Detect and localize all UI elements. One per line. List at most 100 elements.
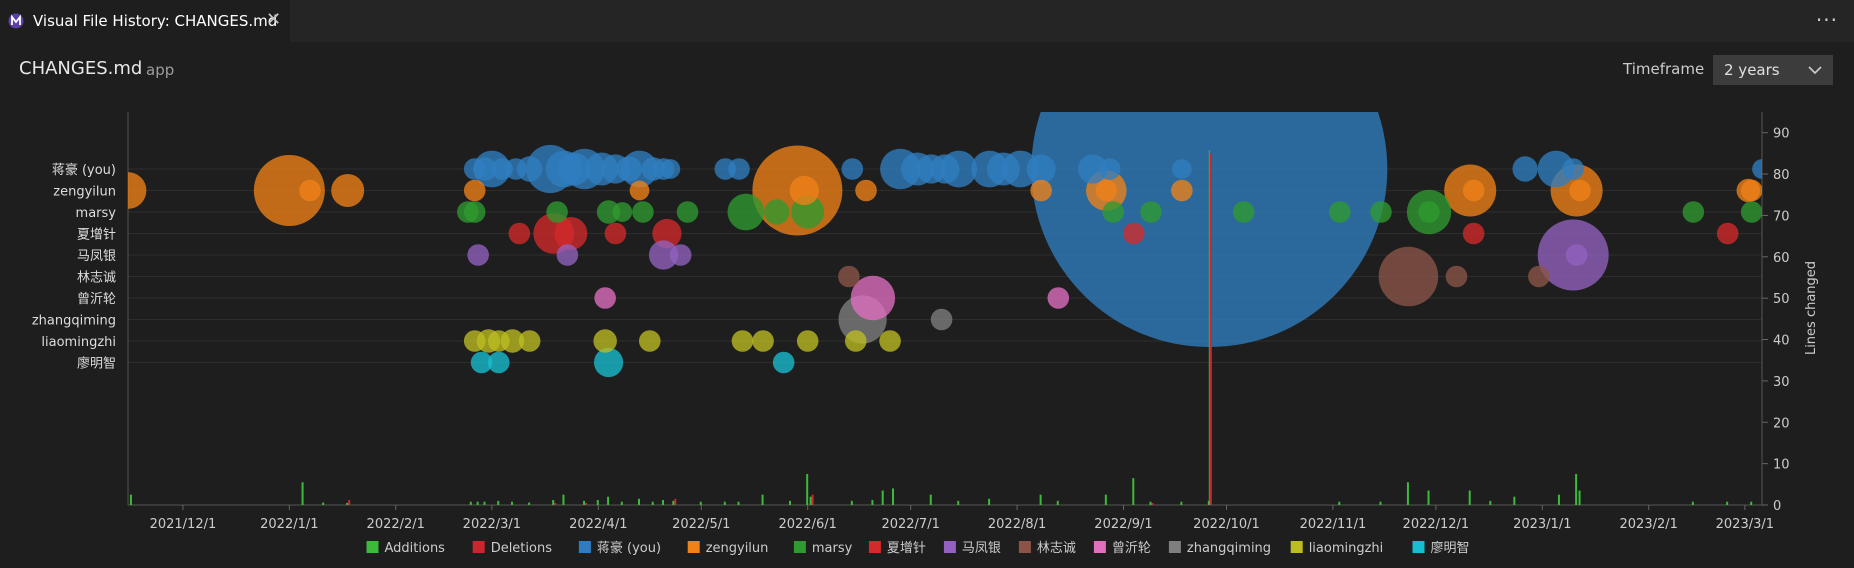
- legend-label: 蒋豪 (you): [597, 540, 661, 556]
- additions-bar: [346, 502, 349, 505]
- commit-bubble: [752, 330, 774, 352]
- additions-bar: [301, 482, 304, 505]
- legend-label: 曾沂轮: [1112, 541, 1151, 556]
- commit-bubble: [1370, 201, 1392, 223]
- additions-bar: [510, 501, 513, 505]
- deletions-bar: [1151, 502, 1154, 505]
- additions-bar: [809, 496, 812, 505]
- ellipsis-icon[interactable]: ···: [1815, 8, 1838, 32]
- x-tick-label: 2022/11/1: [1300, 517, 1367, 532]
- editor-tab[interactable]: Visual File History: CHANGES.md ✕: [0, 0, 290, 42]
- commit-bubble: [764, 199, 790, 225]
- legend-label: 廖明智: [1431, 540, 1470, 556]
- commit-bubble: [676, 201, 699, 223]
- commit-bubble: [616, 156, 642, 182]
- author-label: zengyilun: [53, 185, 116, 200]
- chevron-down-icon: [1808, 66, 1822, 75]
- commit-bubble: [986, 152, 1020, 186]
- commit-bubble: [612, 202, 633, 222]
- commit-bubble: [487, 330, 510, 352]
- commit-bubble: [554, 217, 588, 250]
- x-tick-label: 2022/10/1: [1193, 517, 1260, 532]
- x-tick-label: 2022/7/1: [881, 517, 939, 532]
- commit-bubble: [1078, 154, 1108, 184]
- deletions-bar: [554, 502, 557, 505]
- commit-bubble: [1537, 150, 1575, 188]
- y-axis-label: Lines changed: [1804, 261, 1819, 355]
- commit-bubble: [930, 154, 960, 184]
- commit-bubble: [930, 308, 953, 331]
- additions-bar: [806, 473, 809, 505]
- commit-bubble: [850, 275, 896, 321]
- additions-bar: [1056, 500, 1059, 505]
- author-label: 林志诚: [77, 271, 116, 286]
- y-tick-label: 0: [1773, 499, 1781, 514]
- additions-bar: [620, 501, 623, 505]
- additions-bar: [957, 500, 960, 505]
- chart-legend: Additions Deletions 蒋豪 (you) zengyilun marsy…: [366, 540, 1470, 556]
- timeframe-select[interactable]: 2 years: [1713, 55, 1833, 85]
- y-tick-label: 80: [1773, 168, 1790, 183]
- additions-bar: [1338, 501, 1341, 505]
- additions-bar: [1039, 494, 1042, 505]
- x-tick-label: 2022/2/1: [367, 517, 425, 532]
- author-label: 蒋豪 (you): [52, 162, 116, 178]
- additions-bar: [1557, 494, 1560, 505]
- legend-swatch: [793, 541, 806, 553]
- additions-bar: [1750, 501, 1753, 505]
- x-tick-label: 2022/4/1: [569, 517, 627, 532]
- commit-bubble: [838, 265, 860, 288]
- commit-bubble: [1562, 158, 1584, 180]
- deletions-bar: [585, 502, 588, 505]
- additions-bar: [1379, 501, 1382, 505]
- commit-bubble: [1232, 201, 1255, 223]
- additions-bar: [662, 500, 665, 505]
- author-label: 廖明智: [77, 356, 116, 372]
- additions-bar: [607, 496, 610, 505]
- y-tick-label: 30: [1773, 375, 1790, 390]
- legend-label: zengyilun: [706, 541, 769, 556]
- commit-bubble: [604, 222, 627, 245]
- commit-bubble: [557, 152, 591, 186]
- author-label: 曾沂轮: [77, 292, 116, 307]
- close-icon[interactable]: ✕: [266, 9, 282, 30]
- commit-bubble: [593, 347, 624, 378]
- commit-bubble: [1740, 201, 1762, 223]
- author-label: 马凤银: [77, 249, 116, 264]
- additions-bar: [699, 501, 702, 505]
- tab-title: Visual File History: CHANGES.md: [33, 12, 278, 30]
- additions-bar: [1104, 494, 1107, 505]
- y-tick-label: 90: [1773, 127, 1790, 142]
- commit-bubble: [879, 330, 901, 352]
- additions-bar: [723, 501, 726, 505]
- additions-bar: [583, 500, 586, 505]
- commit-bubble: [470, 351, 493, 374]
- additions-bar: [1726, 501, 1729, 505]
- commit-bubble: [1095, 179, 1118, 202]
- commit-bubble: [855, 179, 877, 202]
- x-tick-label: 2022/8/1: [988, 517, 1046, 532]
- x-tick-label: 2023/3/1: [1716, 517, 1774, 532]
- commit-bubble: [1123, 222, 1145, 245]
- app-logo-icon: [8, 13, 24, 29]
- additions-bar: [651, 501, 654, 505]
- timeframe-label: Timeframe: [1623, 60, 1705, 78]
- additions-bar: [1575, 473, 1578, 505]
- commit-bubbles: [128, 112, 1762, 378]
- author-label: 夏增针: [77, 228, 116, 243]
- commit-bubble: [331, 174, 365, 207]
- legend-label: 夏增针: [887, 541, 926, 556]
- commit-bubble: [1171, 179, 1193, 202]
- commit-bubble: [1528, 265, 1550, 288]
- legend-swatch: [1168, 541, 1181, 553]
- additions-bar: [737, 501, 740, 505]
- x-tick-label: 2022/3/1: [463, 517, 521, 532]
- commit-bubble: [648, 240, 679, 270]
- additions-bar: [483, 501, 486, 505]
- commit-bubble: [1445, 265, 1468, 288]
- commit-bubble: [463, 201, 486, 223]
- commit-bubble: [632, 201, 654, 223]
- commit-bubble: [1462, 222, 1485, 245]
- additions-bar: [476, 501, 479, 505]
- additions-bar: [761, 494, 764, 505]
